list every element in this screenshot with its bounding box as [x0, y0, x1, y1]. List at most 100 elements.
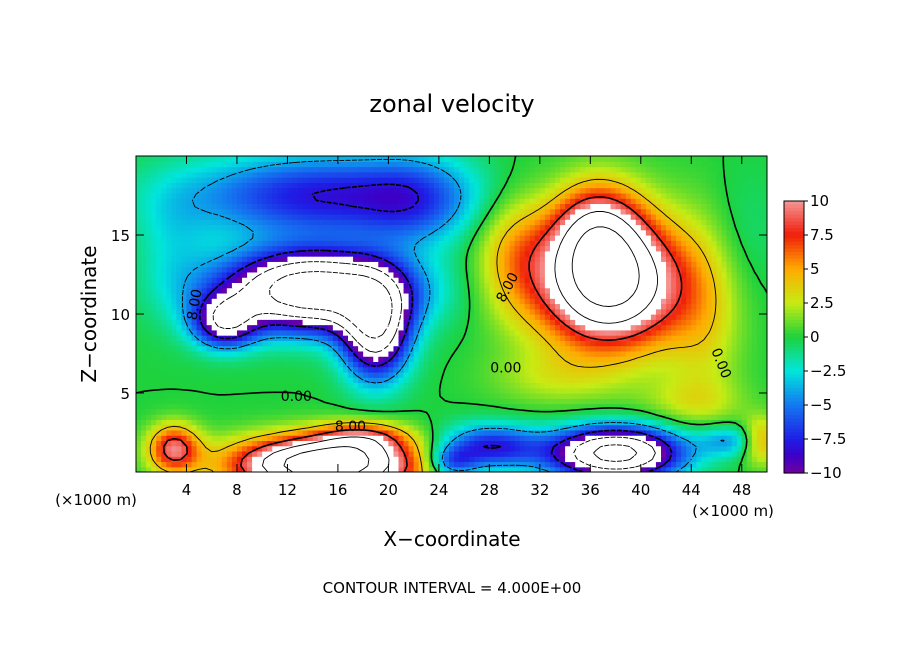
field-cell: [549, 314, 556, 320]
field-cell: [706, 414, 713, 420]
field-cell: [136, 329, 142, 336]
field-cell: [191, 356, 198, 362]
field-cell: [751, 319, 758, 326]
field-cell: [322, 298, 329, 305]
field-cell: [378, 271, 384, 278]
field-cell: [620, 356, 627, 362]
field-cell: [247, 366, 253, 373]
field-cell: [156, 393, 162, 399]
field-cell: [635, 414, 642, 420]
field-cell: [322, 308, 329, 315]
field-cell: [433, 398, 440, 405]
field-cell: [307, 414, 314, 420]
field-cell: [277, 424, 283, 431]
field-cell: [635, 345, 642, 352]
field-cell: [252, 466, 258, 472]
field-cell: [247, 429, 253, 436]
field-cell: [635, 424, 642, 431]
field-cell: [666, 398, 672, 405]
field-cell: [645, 440, 652, 447]
field-cell: [267, 308, 273, 315]
field-cell: [156, 329, 162, 336]
field-cell: [716, 335, 723, 341]
field-cell: [146, 382, 152, 389]
field-cell: [706, 282, 713, 289]
field-cell: [413, 350, 420, 357]
field-cell: [625, 371, 632, 378]
field-cell: [529, 403, 536, 410]
field-cell: [287, 398, 294, 405]
field-cell: [519, 350, 526, 357]
field-cell: [701, 287, 708, 294]
field-cell: [141, 461, 147, 468]
field-cell: [666, 277, 672, 283]
field-cell: [373, 393, 379, 399]
field-cell: [544, 292, 551, 299]
field-cell: [302, 456, 309, 463]
field-cell: [146, 287, 152, 294]
field-cell: [247, 466, 253, 472]
field-cell: [494, 450, 501, 457]
field-cell: [151, 466, 157, 472]
field-cell: [176, 287, 183, 294]
field-cell: [322, 350, 329, 357]
field-cell: [655, 377, 662, 384]
field-cell: [635, 445, 642, 452]
field-cell: [736, 366, 743, 373]
field-cell: [681, 298, 687, 305]
field-cell: [191, 319, 198, 326]
field-cell: [353, 308, 359, 315]
field-cell: [358, 466, 364, 472]
field-cell: [570, 356, 576, 362]
field-cell: [756, 340, 763, 347]
field-cell: [640, 382, 647, 389]
field-cell: [544, 429, 551, 436]
field-cell: [706, 277, 713, 283]
field-cell: [590, 387, 596, 394]
field-cell: [146, 445, 152, 452]
field-cell: [348, 335, 354, 341]
field-cell: [716, 292, 723, 299]
field-cell: [408, 266, 415, 273]
field-cell: [136, 335, 142, 341]
field-cell: [136, 261, 142, 268]
field-cell: [262, 424, 268, 431]
field-cell: [524, 282, 531, 289]
field-cell: [620, 466, 627, 472]
field-cell: [353, 329, 359, 336]
field-cell: [605, 450, 612, 457]
field-cell: [146, 371, 152, 378]
field-cell: [151, 429, 157, 436]
field-cell: [625, 303, 632, 310]
field-cell: [721, 292, 728, 299]
field-cell: [353, 408, 359, 415]
field-cell: [433, 414, 440, 420]
field-cell: [731, 292, 738, 299]
field-cell: [428, 350, 435, 357]
field-cell: [348, 324, 354, 331]
field-cell: [474, 298, 480, 305]
field-cell: [484, 298, 490, 305]
field-cell: [196, 292, 203, 299]
field-cell: [383, 424, 389, 431]
field-cell: [474, 324, 480, 331]
field-cell: [393, 440, 400, 447]
field-cell: [655, 461, 662, 468]
field-cell: [666, 466, 672, 472]
field-cell: [408, 366, 415, 373]
field-cell: [423, 371, 430, 378]
field-cell: [383, 403, 389, 410]
field-cell: [721, 435, 728, 441]
field-cell: [226, 450, 233, 457]
field-cell: [474, 329, 480, 336]
field-cell: [524, 329, 531, 336]
field-cell: [504, 340, 511, 347]
field-cell: [368, 314, 374, 320]
field-cell: [141, 298, 147, 305]
field-cell: [216, 435, 223, 441]
field-cell: [378, 382, 384, 389]
field-cell: [322, 303, 329, 310]
field-cell: [489, 435, 496, 441]
field-cell: [610, 298, 617, 305]
